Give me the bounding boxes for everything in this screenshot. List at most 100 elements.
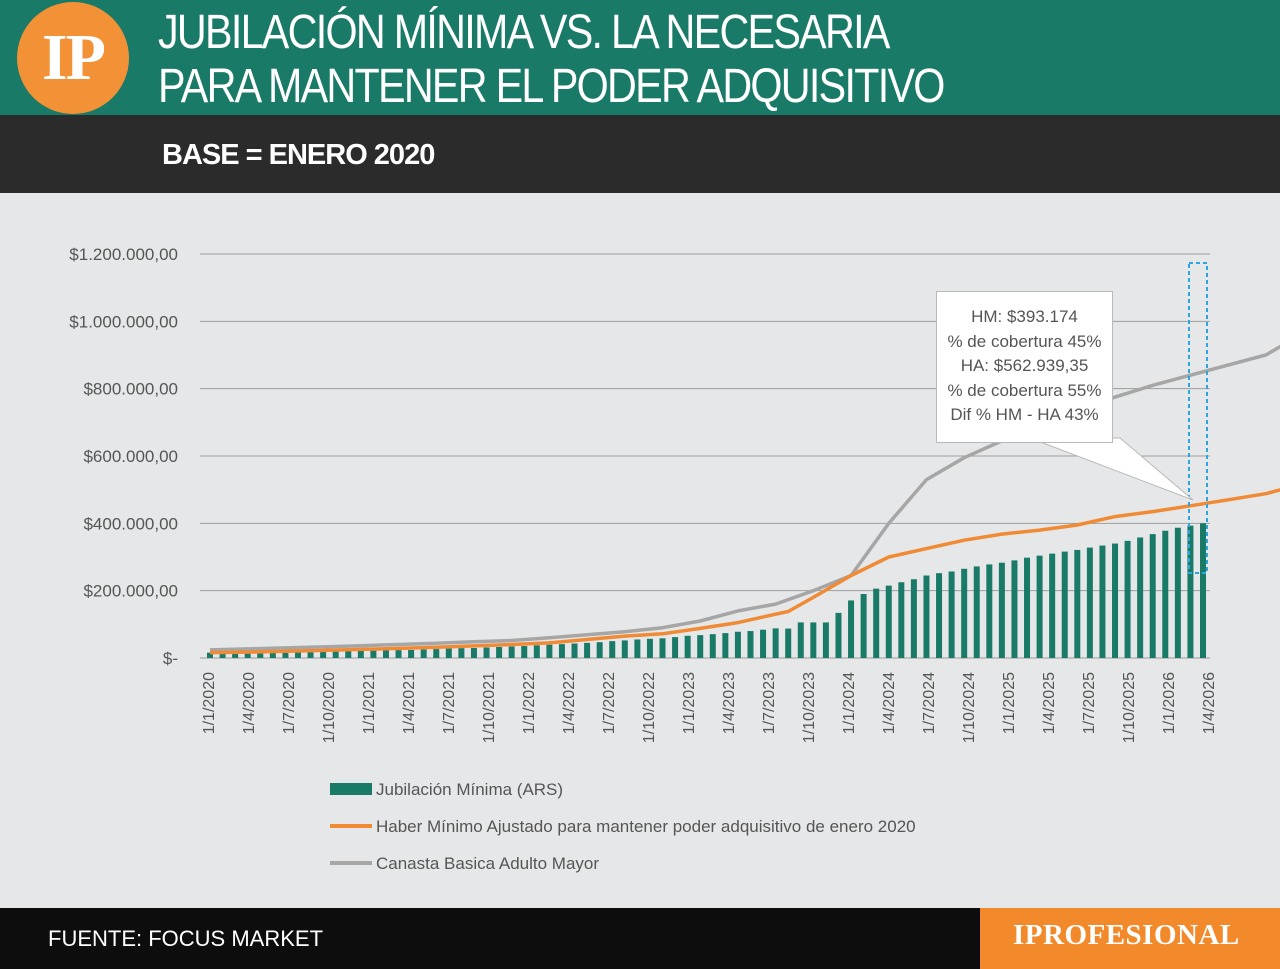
legend-label: Haber Mínimo Ajustado para mantener pode… — [376, 817, 916, 836]
bar — [885, 585, 892, 658]
bar — [558, 644, 565, 658]
bar — [1011, 560, 1018, 658]
y-tick-label: $400.000,00 — [83, 514, 178, 533]
bar — [923, 575, 930, 658]
tooltip-line-3: HA: $562.939,35 — [960, 356, 1089, 375]
source-text: FUENTE: FOCUS MARKET — [48, 926, 324, 951]
bar — [722, 633, 729, 658]
bar — [684, 635, 691, 658]
bar — [382, 650, 389, 658]
bar — [835, 612, 842, 658]
bar — [785, 628, 792, 658]
bar — [760, 629, 767, 658]
x-tick-label: 1/7/2023 — [761, 672, 778, 734]
bar — [496, 647, 503, 658]
x-tick-label: 1/4/2023 — [721, 672, 738, 734]
bar — [1099, 545, 1106, 658]
x-tick-label: 1/4/2022 — [561, 672, 578, 734]
x-tick-label: 1/1/2025 — [1001, 672, 1018, 734]
chart-subtitle: BASE = ENERO 2020 — [162, 139, 435, 171]
bar — [320, 651, 327, 658]
bar — [232, 652, 239, 658]
bar — [408, 649, 415, 658]
x-tick-label: 1/7/2025 — [1081, 672, 1098, 734]
bar — [470, 648, 477, 658]
bar — [596, 642, 603, 658]
bar — [1187, 525, 1194, 658]
tooltip-line-4: % de cobertura 55% — [947, 380, 1102, 400]
x-tick-label: 1/4/2025 — [1041, 672, 1058, 734]
bar — [269, 652, 276, 658]
x-tick-label: 1/10/2023 — [801, 672, 818, 743]
bar — [1149, 534, 1156, 658]
bar — [822, 622, 829, 658]
y-tick-label: $600.000,00 — [83, 447, 178, 466]
bar — [1137, 537, 1144, 658]
x-tick-label: 1/10/2025 — [1121, 672, 1138, 743]
bar — [1036, 555, 1043, 658]
bar — [445, 648, 452, 658]
x-tick-label: 1/4/2024 — [881, 672, 898, 734]
bar — [1162, 530, 1169, 658]
bar — [672, 637, 679, 658]
bar — [1174, 527, 1181, 658]
bar — [357, 650, 364, 658]
bar — [1200, 523, 1206, 658]
y-tick-label: $1.000.000,00 — [69, 312, 178, 331]
bar — [797, 622, 804, 658]
bar — [998, 562, 1005, 658]
x-tick-label: 1/4/2026 — [1201, 672, 1218, 734]
bar — [973, 566, 980, 658]
x-tick-label: 1/1/2024 — [841, 672, 858, 734]
bar — [219, 652, 226, 658]
bar — [1112, 543, 1119, 658]
tooltip-line-2: % de cobertura 45% — [947, 331, 1102, 351]
bar — [609, 641, 616, 658]
x-tick-label: 1/4/2020 — [241, 672, 258, 734]
bar — [294, 651, 301, 658]
y-tick-label: $800.000,00 — [83, 380, 178, 399]
x-tick-label: 1/10/2021 — [481, 672, 498, 743]
bar — [873, 588, 880, 658]
y-tick-label: $1.200.000,00 — [69, 245, 178, 264]
bar — [420, 649, 427, 658]
bar — [961, 568, 968, 658]
bar — [1086, 547, 1093, 658]
x-tick-label: 1/7/2022 — [601, 672, 618, 734]
bar — [1049, 553, 1056, 658]
title-line-1: JUBILACIÓN MÍNIMA VS. LA NECESARIA — [158, 6, 890, 59]
y-tick-label: $- — [163, 649, 178, 668]
chart: $- $200.000,00 $400.000,00 $600.000,00 $800.… — [69, 245, 1280, 873]
bar — [697, 635, 704, 658]
bar — [634, 639, 641, 658]
tooltip-line-5: Dif % HM - HA 43% — [950, 405, 1099, 424]
bar — [307, 651, 314, 658]
series-line — [209, 488, 1280, 655]
bar — [584, 642, 591, 658]
legend-label: Canasta Basica Adulto Mayor — [376, 854, 599, 873]
highlight-box — [1188, 262, 1208, 574]
x-tick-label: 1/7/2020 — [281, 672, 298, 734]
bar — [621, 640, 628, 658]
bar — [483, 647, 490, 658]
x-tick-label: 1/7/2021 — [441, 672, 458, 734]
bar — [810, 622, 817, 658]
x-tick-label: 1/1/2020 — [201, 672, 218, 734]
bar — [546, 644, 553, 658]
bar — [860, 594, 867, 658]
bar — [458, 648, 465, 658]
bar — [533, 645, 540, 658]
series-line — [209, 344, 1280, 652]
title-line-2: PARA MANTENER EL PODER ADQUISITIVO — [158, 60, 945, 113]
bar — [433, 649, 440, 658]
bar — [659, 638, 666, 658]
x-tick-label: 1/10/2020 — [321, 672, 338, 743]
bar — [734, 631, 741, 658]
bar — [910, 579, 917, 658]
bar — [332, 651, 339, 658]
chart-title: JUBILACIÓN MÍNIMA VS. LA NECESARIA PARA … — [158, 6, 945, 114]
bar — [646, 638, 653, 658]
bar — [395, 650, 402, 658]
x-tick-label: 1/1/2021 — [361, 672, 378, 734]
bar — [282, 652, 289, 658]
